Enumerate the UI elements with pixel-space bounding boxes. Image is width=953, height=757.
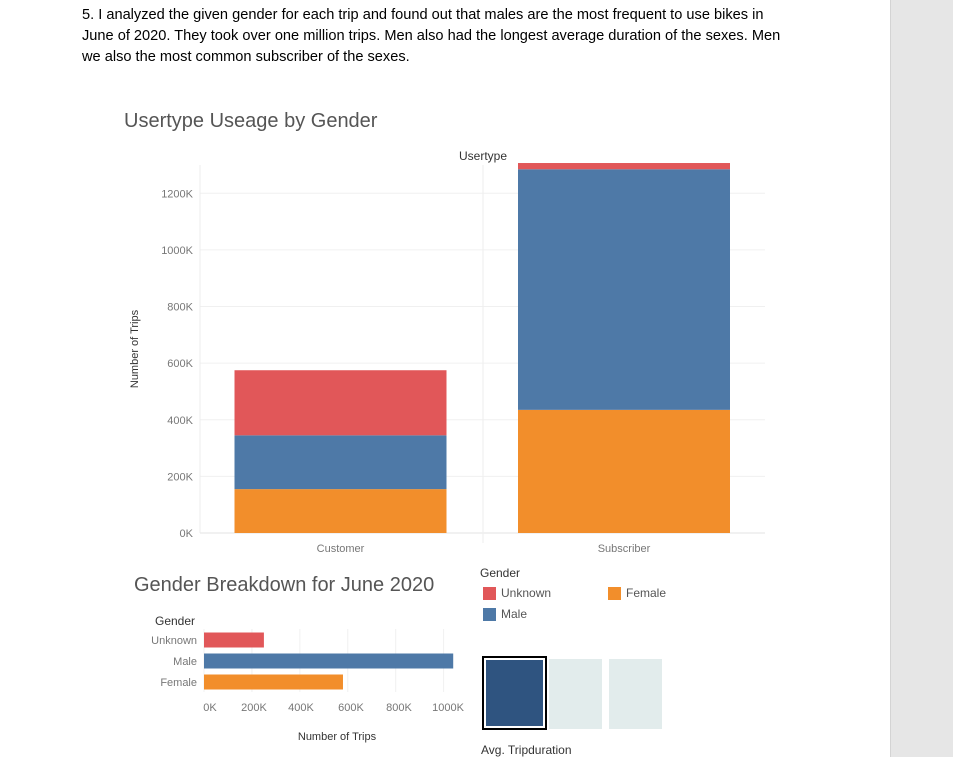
y-tick-label: 400K (167, 415, 193, 427)
hbar-unknown (204, 632, 264, 648)
paragraph-text: 5. I analyzed the given gender for each … (82, 7, 781, 65)
y-tick-label: 600K (167, 358, 193, 370)
y-tick-label: 1000K (161, 245, 193, 257)
y-tick-label: 200K (167, 471, 193, 483)
x-tick-label: 400K (288, 702, 314, 714)
avg-tile (609, 659, 662, 729)
legend-item-unknown[interactable]: Unknown (483, 586, 551, 600)
row-header: Gender (155, 614, 195, 628)
row-label-male: Male (173, 656, 197, 668)
y-axis-label: Number of Trips (129, 309, 141, 388)
avg-tile (549, 659, 602, 729)
x-category-label: Customer (317, 543, 365, 555)
chart1-title: Usertype Useage by Gender (124, 110, 378, 132)
y-tick-label: 0K (180, 528, 194, 540)
column-header: Usertype (459, 149, 507, 163)
legend-label-male: Male (501, 607, 528, 621)
x-axis-label: Number of Trips (298, 731, 377, 743)
legend-label-unknown: Unknown (501, 586, 552, 600)
y-tick-label: 1200K (161, 188, 193, 200)
x-tick-label: 0K (203, 702, 217, 714)
bar-subscriber-male (518, 169, 730, 410)
legend-swatch-male (483, 607, 496, 621)
legend-label-female: Female (626, 586, 667, 600)
bar-customer-male (234, 435, 447, 490)
legend-item-female[interactable]: Female (608, 586, 666, 600)
chart2-title: Gender Breakdown for June 2020 (134, 574, 435, 596)
x-tick-label: 600K (338, 702, 364, 714)
legend-swatch-female (608, 586, 621, 600)
hbar-male (204, 653, 454, 669)
legend-item-male[interactable]: Male (483, 607, 527, 621)
legend-title: Gender (480, 566, 521, 580)
bar-subscriber-unknown (518, 163, 730, 170)
avg-tripduration-label: Avg. Tripduration (481, 743, 572, 757)
x-tick-label: 1000K (432, 702, 464, 714)
y-tick-label: 800K (167, 302, 193, 314)
x-tick-label: 200K (241, 702, 267, 714)
x-tick-label: 800K (386, 702, 412, 714)
hbar-female (204, 674, 343, 690)
avg-tile-highlighted (486, 660, 543, 726)
bar-subscriber-female (518, 409, 730, 533)
bar-customer-female (234, 489, 447, 533)
row-label-unknown: Unknown (151, 635, 197, 647)
document-sidebar (890, 0, 953, 757)
bar-customer-unknown (234, 370, 447, 436)
legend-swatch-unknown (483, 586, 496, 600)
x-category-label: Subscriber (598, 543, 651, 555)
row-label-female: Female (160, 677, 197, 689)
